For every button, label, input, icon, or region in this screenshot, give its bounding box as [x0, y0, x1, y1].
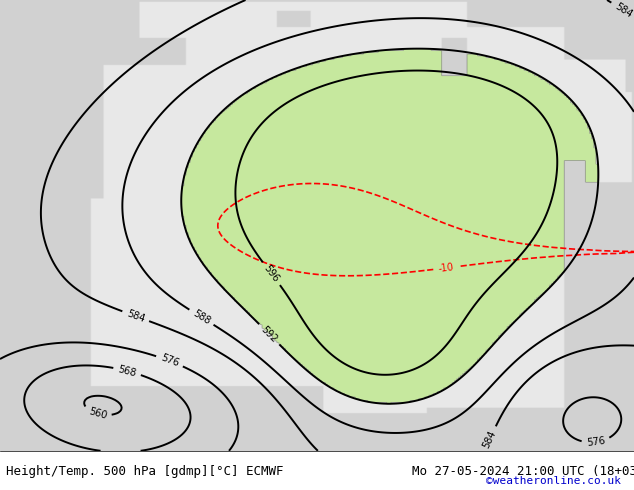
Text: 588: 588 — [191, 308, 212, 326]
Text: -10: -10 — [437, 262, 455, 274]
Text: 584: 584 — [126, 308, 146, 324]
Text: 560: 560 — [87, 406, 108, 421]
Text: 568: 568 — [117, 364, 138, 378]
Text: 584: 584 — [613, 1, 634, 20]
Text: ©weatheronline.co.uk: ©weatheronline.co.uk — [486, 476, 621, 486]
Text: 584: 584 — [481, 429, 498, 450]
Text: Mo 27-05-2024 21:00 UTC (18+03): Mo 27-05-2024 21:00 UTC (18+03) — [412, 465, 634, 478]
Text: 592: 592 — [259, 324, 280, 344]
Text: 576: 576 — [586, 436, 605, 448]
Text: 576: 576 — [159, 353, 180, 369]
Text: Height/Temp. 500 hPa [gdmp][°C] ECMWF: Height/Temp. 500 hPa [gdmp][°C] ECMWF — [6, 465, 284, 478]
Text: 596: 596 — [262, 263, 281, 284]
